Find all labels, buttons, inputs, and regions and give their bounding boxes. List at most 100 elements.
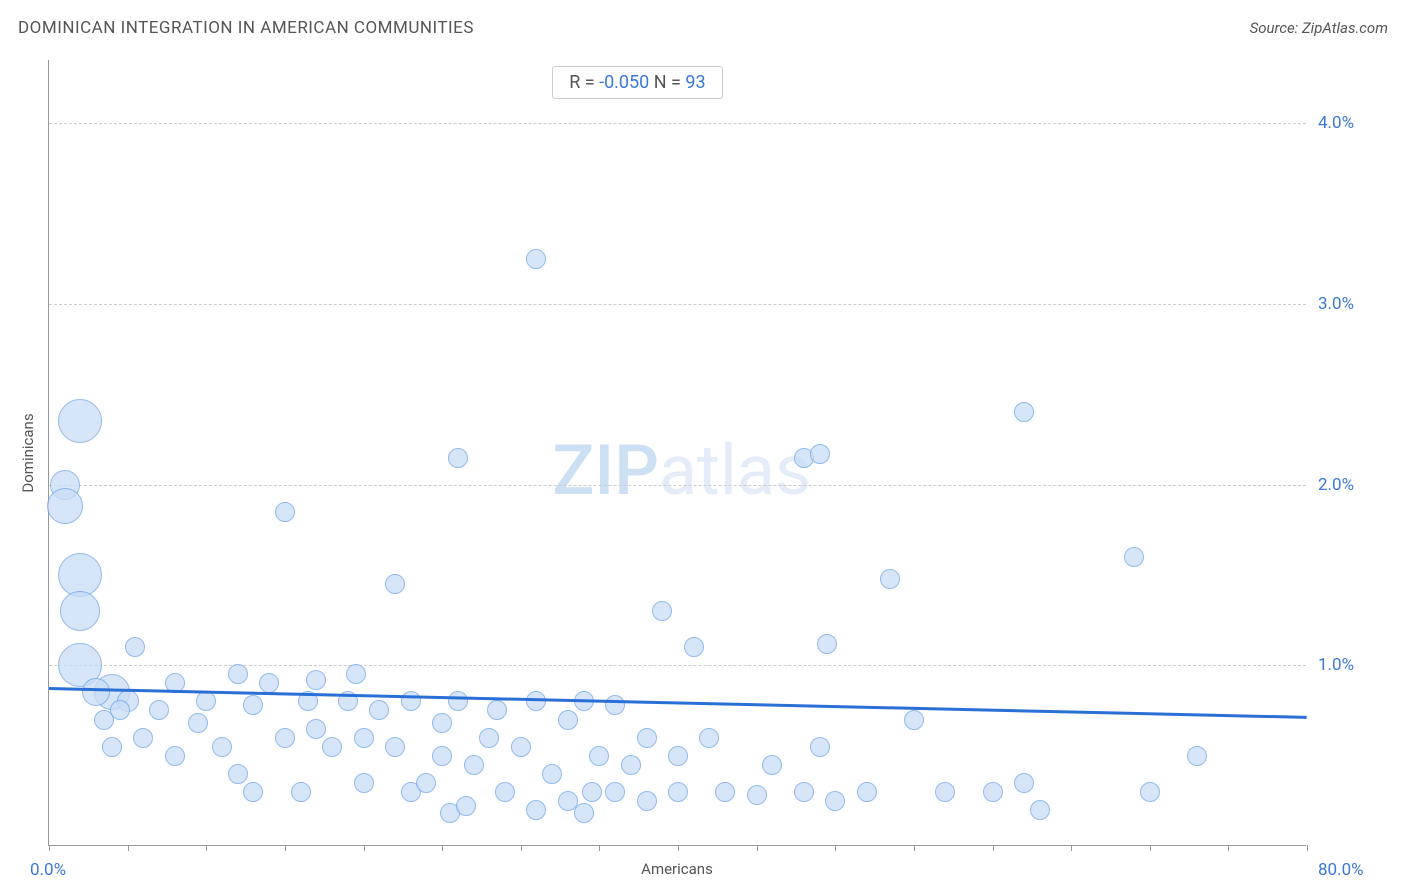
data-point bbox=[526, 800, 546, 820]
data-point bbox=[810, 737, 830, 757]
data-point bbox=[82, 678, 110, 706]
data-point bbox=[243, 695, 263, 715]
x-tick bbox=[206, 845, 207, 851]
x-tick bbox=[442, 845, 443, 851]
data-point bbox=[291, 782, 311, 802]
gridline-h bbox=[49, 485, 1306, 486]
watermark-light: atlas bbox=[659, 430, 811, 512]
data-point bbox=[825, 791, 845, 811]
gridline-h bbox=[49, 304, 1306, 305]
data-point bbox=[810, 444, 830, 464]
x-tick bbox=[1307, 845, 1308, 851]
data-point bbox=[495, 782, 515, 802]
data-point bbox=[1140, 782, 1160, 802]
data-point bbox=[275, 728, 295, 748]
data-point bbox=[1030, 800, 1050, 820]
data-point bbox=[212, 737, 232, 757]
data-point bbox=[188, 713, 208, 733]
data-point bbox=[448, 691, 468, 711]
x-tick bbox=[1228, 845, 1229, 851]
data-point bbox=[1014, 773, 1034, 793]
data-point bbox=[369, 700, 389, 720]
data-point bbox=[574, 803, 594, 823]
stats-r-value: -0.050 bbox=[599, 72, 649, 93]
data-point bbox=[416, 773, 436, 793]
data-point bbox=[637, 791, 657, 811]
data-point bbox=[385, 574, 405, 594]
data-point bbox=[668, 746, 688, 766]
data-point bbox=[983, 782, 1003, 802]
data-point bbox=[935, 782, 955, 802]
data-point bbox=[857, 782, 877, 802]
data-point bbox=[817, 634, 837, 654]
data-point bbox=[58, 399, 102, 443]
watermark: ZIPatlas bbox=[552, 430, 811, 512]
data-point bbox=[526, 249, 546, 269]
x-tick bbox=[1071, 845, 1072, 851]
data-point bbox=[880, 569, 900, 589]
chart-source: Source: ZipAtlas.com bbox=[1250, 19, 1388, 37]
y-tick-label: 1.0% bbox=[1318, 655, 1354, 675]
data-point bbox=[110, 700, 130, 720]
data-point bbox=[904, 710, 924, 730]
stats-r-label: R = bbox=[569, 72, 599, 93]
x-tick bbox=[993, 845, 994, 851]
data-point bbox=[448, 448, 468, 468]
chart-header: DOMINICAN INTEGRATION IN AMERICAN COMMUN… bbox=[18, 18, 1388, 38]
data-point bbox=[432, 713, 452, 733]
data-point bbox=[102, 737, 122, 757]
data-point bbox=[228, 664, 248, 684]
data-point bbox=[621, 755, 641, 775]
x-tick bbox=[757, 845, 758, 851]
data-point bbox=[243, 782, 263, 802]
data-point bbox=[456, 796, 476, 816]
x-tick bbox=[364, 845, 365, 851]
data-point bbox=[699, 728, 719, 748]
data-point bbox=[605, 695, 625, 715]
data-point bbox=[125, 637, 145, 657]
data-point bbox=[558, 710, 578, 730]
data-point bbox=[464, 755, 484, 775]
x-tick bbox=[1150, 845, 1151, 851]
data-point bbox=[526, 691, 546, 711]
gridline-h bbox=[49, 123, 1306, 124]
x-tick bbox=[521, 845, 522, 851]
x-tick bbox=[49, 845, 50, 851]
x-tick bbox=[285, 845, 286, 851]
data-point bbox=[794, 782, 814, 802]
data-point bbox=[762, 755, 782, 775]
data-point bbox=[432, 746, 452, 766]
data-point bbox=[385, 737, 405, 757]
trend-line bbox=[49, 687, 1307, 719]
data-point bbox=[1014, 402, 1034, 422]
data-point bbox=[346, 664, 366, 684]
watermark-bold: ZIP bbox=[552, 430, 659, 512]
data-point bbox=[259, 673, 279, 693]
data-point bbox=[582, 782, 602, 802]
x-tick bbox=[678, 845, 679, 851]
data-point bbox=[306, 719, 326, 739]
data-point bbox=[322, 737, 342, 757]
data-point bbox=[354, 728, 374, 748]
x-tick bbox=[835, 845, 836, 851]
data-point bbox=[542, 764, 562, 784]
data-point bbox=[275, 502, 295, 522]
data-point bbox=[228, 764, 248, 784]
data-point bbox=[684, 637, 704, 657]
data-point bbox=[1124, 547, 1144, 567]
data-point bbox=[637, 728, 657, 748]
data-point bbox=[165, 746, 185, 766]
x-tick bbox=[914, 845, 915, 851]
x-axis-min: 0.0% bbox=[30, 860, 66, 880]
stats-n-label: N = bbox=[649, 72, 685, 93]
data-point bbox=[306, 670, 326, 690]
stats-n-value: 93 bbox=[685, 72, 705, 93]
x-tick bbox=[128, 845, 129, 851]
data-point bbox=[511, 737, 531, 757]
data-point bbox=[487, 700, 507, 720]
data-point bbox=[354, 773, 374, 793]
data-point bbox=[605, 782, 625, 802]
y-tick-label: 2.0% bbox=[1318, 475, 1354, 495]
data-point bbox=[60, 591, 100, 631]
data-point bbox=[1187, 746, 1207, 766]
